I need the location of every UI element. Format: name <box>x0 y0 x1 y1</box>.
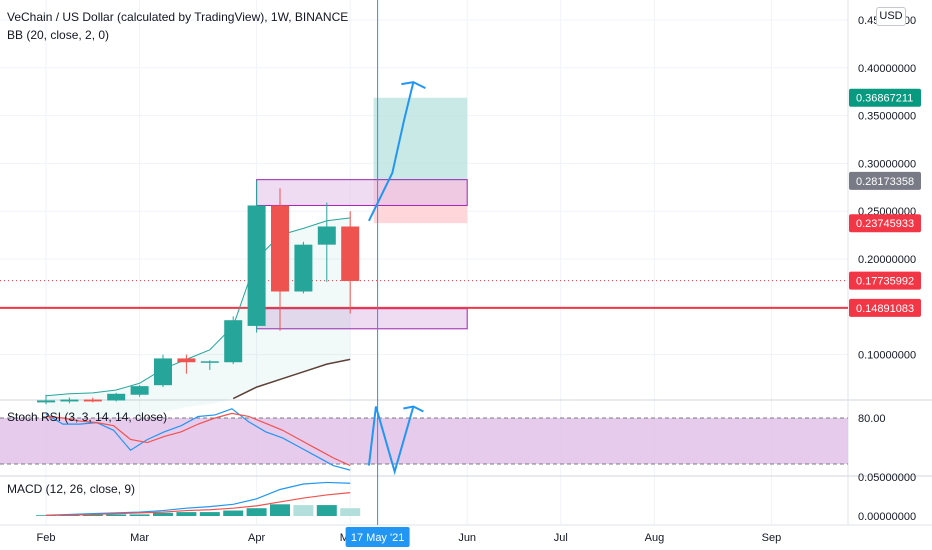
macd-histogram-bar <box>316 505 337 516</box>
resistance-rectangle <box>256 179 468 206</box>
price-tag: 0.17735992 <box>849 271 921 290</box>
price-tag-label: 0.14891083 <box>856 303 914 315</box>
macd-histogram-bar <box>106 514 127 516</box>
stoch-level-label: 80.00 <box>858 413 886 425</box>
cursor-date-label: 17 May '21 <box>351 532 404 544</box>
price-tick-label: 0.30000000 <box>858 158 916 170</box>
price-tag-box <box>849 88 921 107</box>
candle-body <box>341 226 360 281</box>
pane-separators <box>0 0 932 526</box>
price-tag-box <box>849 271 921 290</box>
bb-indicator-label[interactable]: BB (20, close, 2, 0) <box>7 28 109 42</box>
time-tick-label: Aug <box>645 532 665 544</box>
candle-body <box>200 361 219 363</box>
bb-basis-line <box>232 358 351 400</box>
time-tick-label: Feb <box>37 532 56 544</box>
stoch-band <box>0 418 848 464</box>
macd-tick-label: 0.05000000 <box>858 472 916 484</box>
stoch-rsi-label[interactable]: Stoch RSI (3, 3, 14, 14, close) <box>7 410 167 424</box>
price-axis[interactable]: 0.450000000.400000000.350000000.30000000… <box>849 15 921 523</box>
bb-upper-line <box>45 217 351 397</box>
candle-body <box>107 393 126 401</box>
price-tag-label: 0.23745933 <box>856 218 914 230</box>
stoch-d-line <box>45 412 351 467</box>
chart-drawings[interactable] <box>0 81 848 330</box>
candle-body <box>154 358 172 386</box>
macd-histogram-bar <box>176 512 197 516</box>
candle-body <box>317 226 336 245</box>
cursor-date-box <box>345 527 410 547</box>
candle-body <box>130 386 149 395</box>
price-tag-label: 0.36867211 <box>856 93 913 105</box>
time-tick-label: Mar <box>130 532 149 544</box>
currency-badge[interactable]: USD <box>876 7 906 26</box>
time-tick-label: Sep <box>762 532 782 544</box>
price-tag-box <box>849 298 921 317</box>
price-tick-label: 0.10000000 <box>858 350 916 362</box>
chart-title: VeChain / US Dollar (calculated by Tradi… <box>7 10 348 24</box>
price-tag: 0.14891083 <box>849 298 921 317</box>
macd-histogram-bar <box>199 512 220 516</box>
price-tag-box <box>849 171 921 190</box>
price-tick-label: 0.40000000 <box>858 63 916 75</box>
position-target-zone <box>373 97 468 181</box>
projection-arrow <box>368 81 415 222</box>
macd-histogram-bar <box>293 505 314 516</box>
price-tag-label: 0.17735992 <box>856 276 914 288</box>
candle-body <box>294 244 313 292</box>
macd-histogram-bar <box>340 508 361 516</box>
macd-label[interactable]: MACD (12, 26, close, 9) <box>7 482 135 496</box>
price-tick-label: 0.35000000 <box>858 111 916 123</box>
price-tag-label: 0.28173358 <box>856 176 914 188</box>
time-tick-label: Jun <box>458 532 476 544</box>
macd-histogram-bar <box>270 504 290 516</box>
candlestick-series <box>37 180 360 405</box>
price-tag: 0.23745933 <box>849 214 921 233</box>
candle-body <box>271 205 289 292</box>
macd-tick-label: 0.00000000 <box>858 511 916 523</box>
macd-signal-line <box>46 492 351 516</box>
macd-line <box>45 481 351 516</box>
projection-arrowhead <box>401 81 426 90</box>
macd-histogram-bar <box>82 514 103 516</box>
stoch-projection-arrowhead <box>403 405 424 413</box>
macd-histogram-bar <box>153 512 173 516</box>
stoch-projection-arrow <box>367 406 415 476</box>
price-tag: 0.36867211 <box>849 88 921 107</box>
candle-body <box>60 399 79 402</box>
candle-body <box>177 358 196 363</box>
time-tick-label: Apr <box>248 532 265 544</box>
candle-body <box>224 320 243 363</box>
candle-body <box>83 399 102 402</box>
price-tag: 0.28173358 <box>849 171 921 190</box>
candle-body <box>247 205 266 326</box>
price-tag-box <box>849 214 921 233</box>
price-tick-label: 0.20000000 <box>858 254 916 266</box>
macd-histogram-bar <box>223 510 244 516</box>
candle-body <box>37 400 55 403</box>
time-tick-label: Jul <box>554 532 568 544</box>
macd-histogram-bar <box>246 508 267 516</box>
macd-histogram-bar <box>129 514 150 516</box>
stoch-rsi-pane <box>0 405 848 476</box>
macd-pane <box>36 481 361 516</box>
time-axis[interactable]: FebMarAprMayJunJulAugSep17 May '21 <box>37 527 782 547</box>
